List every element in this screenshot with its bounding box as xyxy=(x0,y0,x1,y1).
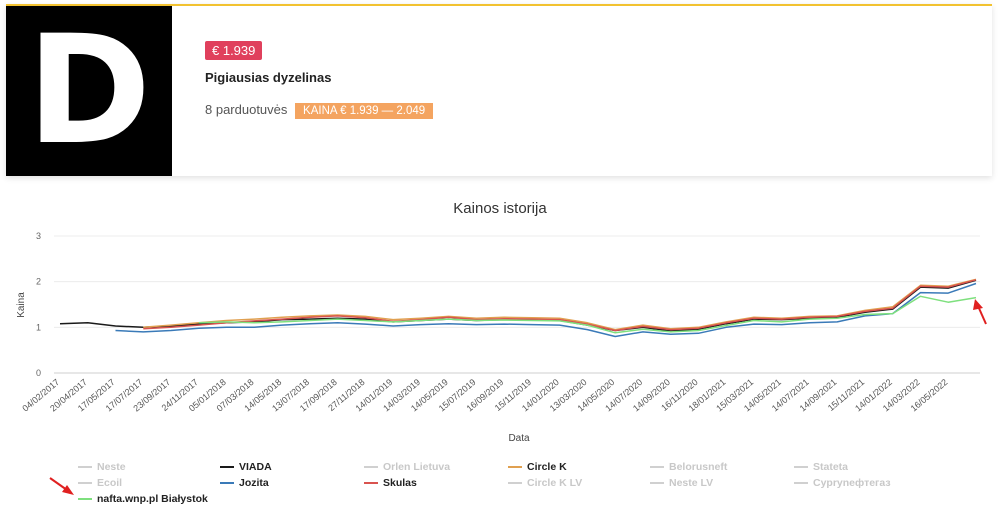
series-line-nafta-wnp-pl-bia-ystok[interactable] xyxy=(198,295,977,334)
legend-swatch xyxy=(508,482,522,484)
annotation-arrow-shaft xyxy=(49,477,68,491)
legend-label: Ecoil xyxy=(97,477,123,489)
annotation-arrowhead xyxy=(973,299,983,310)
annotation-layer xyxy=(49,299,987,495)
y-tick-label: 0 xyxy=(36,368,41,378)
legend-swatch xyxy=(78,466,92,468)
logo-letter: D xyxy=(26,4,152,178)
chart-title: Kainos istorija xyxy=(453,200,547,217)
legend-item-circle-k-lv[interactable]: Circle K LV xyxy=(508,477,582,489)
legend-item-neste[interactable]: Neste xyxy=(78,461,126,473)
series-line-skulas[interactable] xyxy=(143,279,977,332)
legend-label: Neste xyxy=(97,461,126,473)
stores-line: 8 parduotuvės KAINA € 1.939 — 2.049 xyxy=(205,102,434,119)
legend-label: Neste LV xyxy=(669,477,714,489)
legend-label: VIADA xyxy=(239,461,272,473)
legend-label: Cyprynефтегаз xyxy=(813,477,891,489)
legend-label: Circle K LV xyxy=(527,477,583,489)
store-logo: D xyxy=(6,6,172,176)
legend-swatch xyxy=(508,466,522,468)
legend-label: Orlen Lietuva xyxy=(383,461,451,473)
grid-layer xyxy=(54,235,980,374)
legend-swatch xyxy=(794,466,808,468)
legend-swatch xyxy=(650,466,664,468)
legend-swatch xyxy=(78,498,92,500)
legend-swatch xyxy=(220,466,234,468)
legend-swatch xyxy=(220,482,234,484)
legend-swatch xyxy=(364,482,378,484)
product-title: Pigiausias dyzelinas xyxy=(205,70,332,85)
legend-swatch xyxy=(78,482,92,484)
price-range-badge: KAINA € 1.939 — 2.049 xyxy=(295,103,434,119)
y-tick-label: 1 xyxy=(36,322,41,332)
legend-label: Skulas xyxy=(383,477,417,489)
price-badge: € 1.939 xyxy=(205,41,263,60)
legend-item-stateta[interactable]: Stateta xyxy=(794,461,848,473)
stores-count-text: 8 parduotuvės xyxy=(205,102,288,117)
series-line-jozita[interactable] xyxy=(115,282,977,338)
legend-item-nafta-wnp-pl-bia-ystok[interactable]: nafta.wnp.pl Białystok xyxy=(78,493,208,505)
legend-item-neste-lv[interactable]: Neste LV xyxy=(650,477,713,489)
legend-item-skulas[interactable]: Skulas xyxy=(364,477,417,489)
annotation-arrowhead xyxy=(62,485,74,495)
x-axis-label: Data xyxy=(508,433,530,444)
annotation-arrow-shaft xyxy=(977,305,987,325)
legend-swatch xyxy=(794,482,808,484)
y-tick-label: 2 xyxy=(36,277,41,287)
legend-item-cypryn-[interactable]: Cyprynефтегаз xyxy=(794,477,891,489)
legend-item-ecoil[interactable]: Ecoil xyxy=(78,477,122,489)
store-card: D € 1.939 Pigiausias dyzelinas 8 parduot… xyxy=(6,4,992,176)
legend-item-belorusneft[interactable]: Belorusneft xyxy=(650,461,727,473)
y-tick-label: 3 xyxy=(36,231,41,241)
series-layer xyxy=(59,278,977,338)
legend-swatch xyxy=(364,466,378,468)
legend-item-orlen-lietuva[interactable]: Orlen Lietuva xyxy=(364,461,450,473)
legend-item-jozita[interactable]: Jozita xyxy=(220,477,269,489)
legend-label: Jozita xyxy=(239,477,269,489)
legend-label: Circle K xyxy=(527,461,567,473)
y-axis-label: Kaina xyxy=(16,292,27,318)
legend-item-viada[interactable]: VIADA xyxy=(220,461,272,473)
legend-swatch xyxy=(650,482,664,484)
legend-label: nafta.wnp.pl Białystok xyxy=(97,493,208,505)
legend-label: Stateta xyxy=(813,461,849,473)
legend-label: Belorusneft xyxy=(669,461,728,473)
legend-item-circle-k[interactable]: Circle K xyxy=(508,461,567,473)
